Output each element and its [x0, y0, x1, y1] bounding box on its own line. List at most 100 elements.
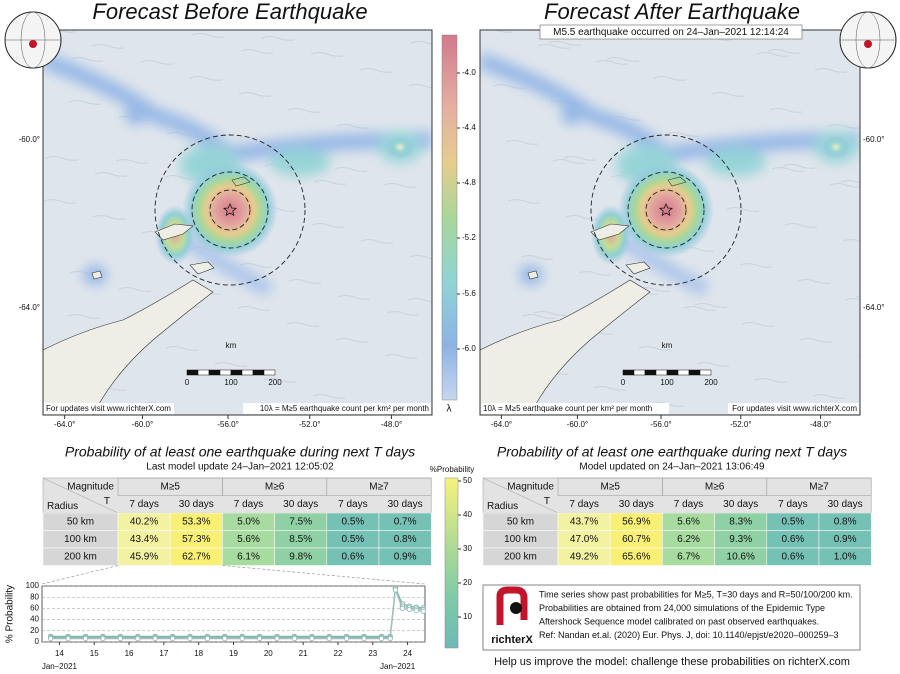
header-cell: M≥7 — [369, 481, 389, 492]
help-text: Help us improve the model: challenge the… — [494, 656, 850, 668]
radius-label: 100 km — [504, 534, 537, 545]
colorbar-label: -4.0 — [462, 68, 476, 77]
colorbar-label: 20 — [463, 578, 472, 587]
colorbar-label: -4.4 — [462, 123, 476, 132]
ice-texture — [140, 60, 174, 65]
ice-texture — [694, 303, 728, 308]
scale-segment — [666, 369, 679, 376]
annotation-box — [539, 24, 803, 40]
scale-segment — [633, 369, 646, 376]
series-marker — [239, 635, 245, 642]
info-line: Time series show past probabilities for … — [539, 589, 853, 599]
ice-texture — [287, 108, 321, 113]
header-cell: 7 days — [234, 499, 263, 510]
x-tick-label: 16 — [125, 649, 134, 658]
y-tick-label: 80 — [30, 592, 39, 601]
scale-label: 200 — [268, 378, 282, 387]
island — [189, 261, 215, 275]
lon-label: -48.0° — [810, 420, 831, 429]
radius-circle — [154, 134, 306, 286]
x-tick-label: 18 — [194, 649, 203, 658]
ice-texture — [409, 255, 432, 260]
ice-texture — [782, 164, 816, 169]
island — [154, 223, 194, 241]
header-cell: Magnitude — [507, 481, 554, 492]
info-box — [482, 584, 861, 651]
ice-texture — [43, 30, 76, 33]
map — [480, 30, 860, 415]
series-line — [50, 589, 424, 640]
blob — [270, 148, 330, 176]
probability-value: 0.9% — [834, 534, 857, 545]
probability-value: 9.3% — [729, 534, 752, 545]
scale-label: 0 — [621, 378, 626, 387]
ice-texture — [43, 199, 77, 204]
probability-value: 7.5% — [289, 516, 312, 527]
header-cell: M≥5 — [601, 481, 621, 492]
x-tick-label: 14 — [55, 649, 64, 658]
probability-value: 0.5% — [782, 516, 805, 527]
header-cell: 7 days — [338, 499, 367, 510]
ice-texture — [261, 36, 295, 41]
ice-texture — [359, 68, 393, 73]
ice-texture — [756, 52, 790, 57]
hotspot — [182, 162, 278, 258]
series-marker — [187, 635, 193, 642]
ice-texture — [386, 311, 420, 316]
series-marker — [406, 606, 413, 613]
note-updates: For updates visit www.richterX.com — [46, 404, 171, 413]
probability-value: 40.2% — [130, 516, 158, 527]
ice-texture — [311, 223, 345, 228]
ice-texture — [408, 84, 432, 89]
ice-texture — [45, 156, 79, 161]
probability-value: 57.3% — [182, 534, 210, 545]
header-cell: Radius — [487, 501, 518, 512]
probability-cell — [378, 547, 432, 566]
header-diagonal — [42, 477, 119, 514]
radius-circle — [191, 171, 269, 249]
probability-value: 62.7% — [182, 551, 210, 562]
x-label-end: Jan–2021 — [380, 662, 416, 671]
probability-value: 0.6% — [782, 551, 805, 562]
radius-label: 200 km — [64, 551, 97, 562]
ice-texture — [563, 156, 597, 161]
series-marker — [309, 635, 315, 642]
ice-texture — [739, 263, 773, 268]
scale-segment — [655, 369, 668, 376]
ice-texture — [191, 33, 225, 38]
series-marker — [392, 587, 399, 593]
blob — [706, 148, 766, 176]
note-box — [728, 403, 859, 414]
ice-texture — [548, 41, 582, 46]
x-tick-label: 22 — [334, 649, 343, 658]
lon-label: -60.0° — [132, 420, 153, 429]
header-cell: T — [104, 496, 110, 507]
note-box — [243, 403, 431, 414]
lon-label: -48.0° — [381, 420, 402, 429]
probability-value: 0.8% — [834, 516, 857, 527]
probability-value: 1.0% — [834, 551, 857, 562]
y-tick-label: 0 — [35, 637, 40, 646]
scale-segment — [677, 369, 690, 376]
radius-circle — [209, 189, 251, 231]
table-subtitle: Model updated on 24–Jan–2021 13:06:49 — [579, 462, 765, 473]
scale-segment — [622, 369, 635, 376]
island — [625, 261, 651, 275]
colorbar-label: -5.2 — [462, 233, 476, 242]
radius-label: 200 km — [504, 551, 537, 562]
probability-value: 0.7% — [394, 516, 417, 527]
probability-value: 0.5% — [342, 516, 365, 527]
ice-texture — [115, 159, 149, 164]
series-marker — [100, 635, 106, 642]
land — [480, 279, 651, 415]
ice-texture — [337, 295, 371, 300]
ice-texture — [214, 362, 248, 367]
header-cell: 7 days — [569, 499, 598, 510]
lat-label: -64.0° — [19, 303, 40, 312]
header-cell: 30 days — [283, 499, 318, 510]
ice-texture — [769, 108, 803, 113]
probability-value: 45.9% — [130, 551, 158, 562]
blob — [125, 105, 145, 125]
note-box — [481, 403, 669, 414]
ice-texture — [606, 57, 640, 62]
